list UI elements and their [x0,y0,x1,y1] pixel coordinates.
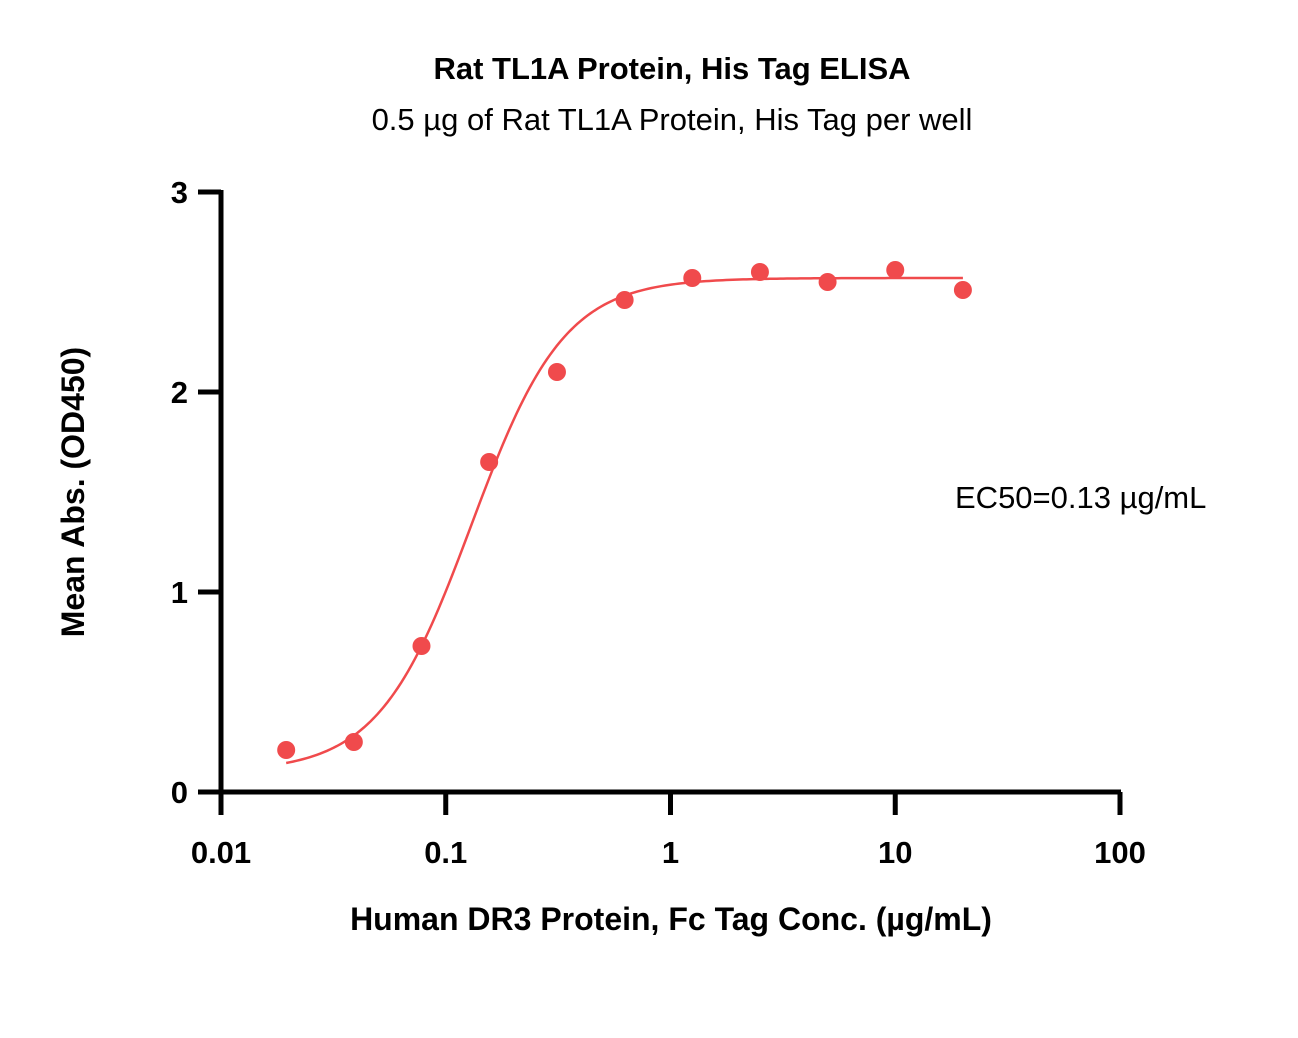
data-point [480,453,499,471]
data-point [277,741,296,759]
y-ticks: 0 1 2 3 [171,175,221,810]
data-point [818,273,837,291]
data-points [277,261,972,759]
data-point [615,291,634,309]
data-point [750,263,769,281]
ec50-annotation: EC50=0.13 µg/mL [955,480,1206,515]
y-axis-label: Mean Abs. (OD450) [55,347,91,637]
x-tick-label: 0.01 [191,835,251,870]
y-tick-label: 2 [171,375,188,410]
x-ticks: 0.01 0.1 1 10 100 [191,792,1146,870]
y-tick-label: 0 [171,775,188,810]
y-tick-label: 1 [171,575,188,610]
data-point [344,733,363,751]
x-tick-label: 1 [662,835,679,870]
y-tick-label: 3 [171,175,188,210]
chart-subtitle: 0.5 µg of Rat TL1A Protein, His Tag per … [372,102,973,137]
data-point [412,637,431,655]
x-tick-label: 100 [1094,835,1146,870]
x-tick-label: 0.1 [424,835,467,870]
data-point [547,363,566,381]
data-point [683,269,702,287]
data-point [886,261,905,279]
x-tick-label: 10 [878,835,912,870]
fit-curve [285,276,963,765]
data-point [953,281,972,299]
x-axis-label: Human DR3 Protein, Fc Tag Conc. (µg/mL) [350,901,992,937]
chart-title: Rat TL1A Protein, His Tag ELISA [433,51,910,86]
